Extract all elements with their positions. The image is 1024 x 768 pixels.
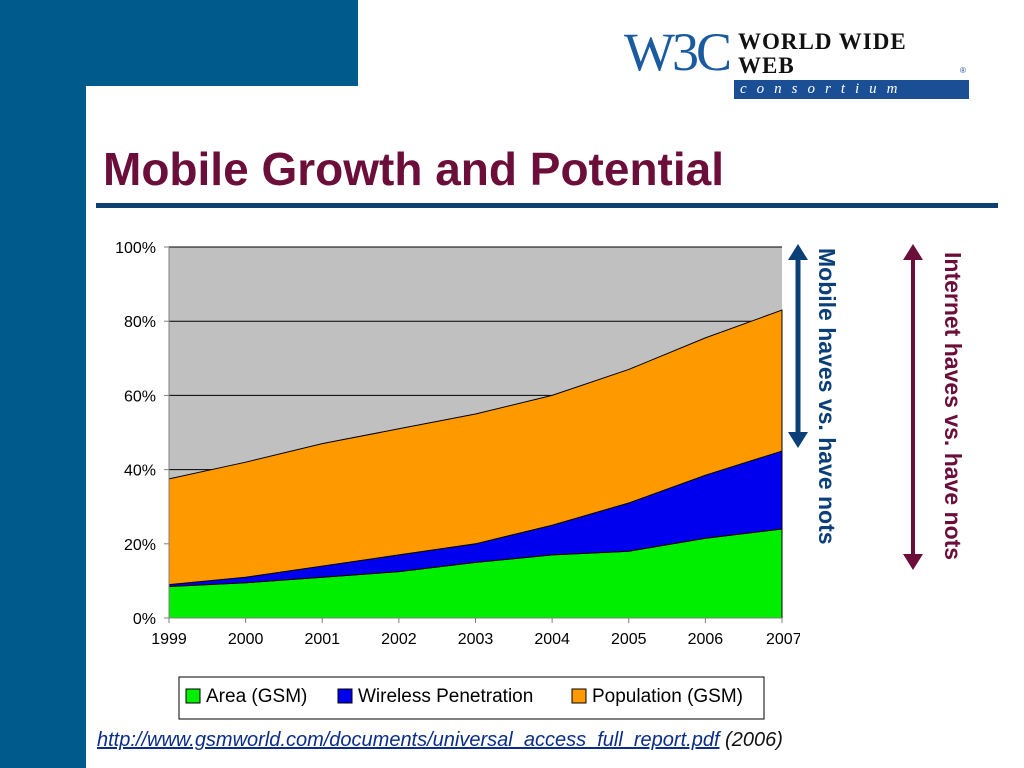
y-tick-label: 100% bbox=[115, 240, 156, 257]
y-tick-label: 40% bbox=[124, 463, 156, 480]
y-tick-label: 20% bbox=[124, 537, 156, 554]
internet-double-arrow bbox=[903, 244, 923, 570]
internet-haves-label: Internet haves vs. have nots bbox=[940, 252, 966, 561]
x-tick-label: 1999 bbox=[151, 631, 187, 648]
x-tick-label: 2003 bbox=[458, 631, 494, 648]
registered-mark: ® bbox=[960, 66, 966, 75]
y-tick-label: 80% bbox=[124, 314, 156, 331]
mobile-double-arrow bbox=[788, 244, 808, 448]
w3c-wordmark: WORLD WIDE WEB consortium bbox=[734, 30, 969, 99]
y-tick-label: 60% bbox=[124, 388, 156, 405]
series-areas bbox=[168, 309, 783, 619]
x-tick-label: 2007 E bbox=[766, 631, 800, 648]
w3c-wordmark-line1: WORLD WIDE WEB bbox=[738, 29, 907, 78]
top-band bbox=[0, 0, 358, 86]
legend-box bbox=[178, 676, 765, 720]
slide-title: Mobile Growth and Potential bbox=[103, 143, 724, 195]
w3c-mark: W3C bbox=[624, 22, 732, 82]
legend-label: Area (GSM) bbox=[206, 686, 307, 707]
x-axis-ticks: 1999 2000 2001 2002 2003 2004 2005 2006 2007 E bbox=[151, 618, 800, 648]
w3c-logo: W3C WORLD WIDE WEB consortium ® bbox=[624, 22, 969, 99]
y-axis-ticks: 0% 20% 40% 60% 80% 100% bbox=[115, 240, 169, 628]
title-divider bbox=[96, 203, 998, 208]
source-citation: http://www.gsmworld.com/documents/univer… bbox=[97, 729, 783, 752]
source-link[interactable]: http://www.gsmworld.com/documents/univer… bbox=[97, 729, 720, 751]
x-tick-label: 2004 bbox=[534, 631, 570, 648]
x-tick-label: 2001 bbox=[304, 631, 340, 648]
x-tick-label: 2000 bbox=[228, 631, 264, 648]
legend-label: Population (GSM) bbox=[592, 686, 743, 707]
mobile-haves-label: Mobile haves vs. have nots bbox=[814, 248, 840, 545]
rounded-corner bbox=[86, 86, 146, 146]
x-tick-label: 2006 bbox=[688, 631, 724, 648]
legend-swatch bbox=[571, 688, 587, 704]
area-population-gsm bbox=[168, 309, 783, 586]
chart-legend: Area (GSM) Wireless Penetration Population… bbox=[178, 676, 765, 720]
legend-swatch bbox=[185, 688, 201, 704]
legend-swatch bbox=[337, 688, 353, 704]
legend-label: Wireless Penetration bbox=[358, 686, 533, 707]
y-tick-label: 0% bbox=[133, 611, 156, 628]
x-tick-label: 2005 bbox=[611, 631, 647, 648]
w3c-wordmark-line2: consortium bbox=[734, 80, 969, 99]
left-sidebar-band bbox=[0, 0, 86, 768]
stacked-area-chart: 0% 20% 40% 60% 80% 100% 1999 2000 2001 2002 2003 2… bbox=[100, 228, 800, 724]
source-year: (2006) bbox=[719, 729, 783, 751]
x-tick-label: 2002 bbox=[381, 631, 417, 648]
